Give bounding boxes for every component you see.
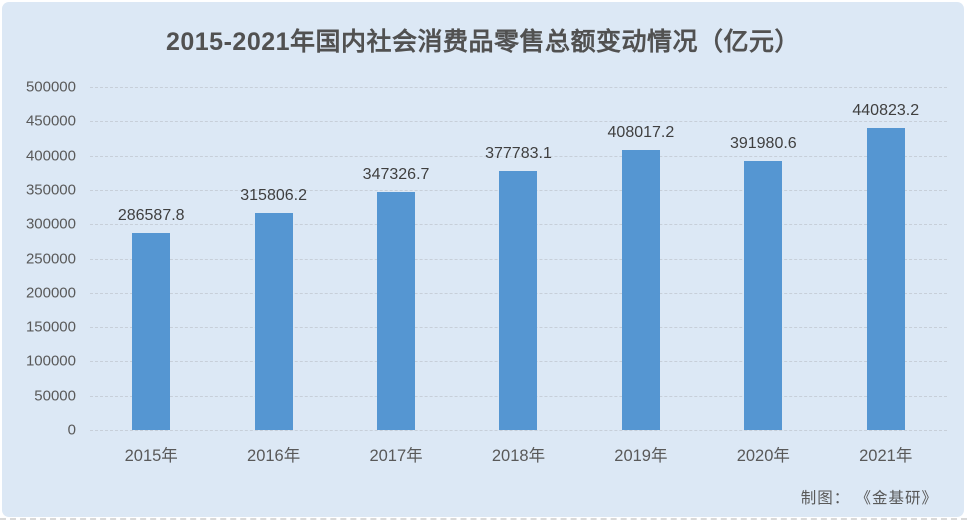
x-axis-category-label: 2017年	[369, 447, 423, 465]
bars-container: 286587.8 2015年 315806.2 2016年 347326.7 2017年 3…	[90, 87, 947, 465]
x-axis-category-label: 2019年	[614, 447, 668, 465]
bar-column: 347326.7 2017年	[335, 87, 457, 465]
y-axis: 0 50000 100000 150000 200000 250000 300000 3500…	[8, 79, 80, 439]
bar	[744, 161, 783, 430]
bar-value-label: 391980.6	[729, 135, 797, 153]
x-axis-category-label: 2018年	[491, 447, 546, 465]
gridline	[90, 121, 947, 123]
bar	[621, 150, 660, 430]
chart-panel: 2015-2021年国内社会消费品零售总额变动情况（亿元） 0 50000 1000…	[2, 2, 964, 517]
y-axis-tick-label: 0	[67, 421, 76, 439]
bar-value-label: 286587.8	[117, 207, 185, 225]
bar-column: 377783.1 2018年	[457, 87, 579, 465]
bar-column: 286587.8 2015年	[90, 87, 212, 465]
bar-column: 440823.2 2021年	[825, 87, 947, 465]
gridline	[90, 87, 947, 88]
bar-value-label: 347326.7	[362, 165, 430, 183]
y-axis-tick-label: 200000	[25, 284, 76, 302]
plot-area: 286587.8 2015年 315806.2 2016年 347326.7 2017年 3…	[90, 87, 947, 465]
x-axis-category-label: 2015年	[124, 447, 178, 465]
y-axis-tick-label: 300000	[25, 215, 76, 233]
gridline	[90, 155, 947, 157]
y-axis-tick-label: 500000	[25, 78, 76, 96]
bar	[132, 233, 171, 430]
chart-title: 2015-2021年国内社会消费品零售总额变动情况（亿元）	[165, 28, 801, 56]
bar	[377, 191, 416, 430]
bar	[254, 213, 293, 430]
bar-column: 391980.6 2020年	[702, 87, 824, 465]
y-axis-tick-label: 50000	[34, 387, 76, 405]
y-axis-tick-label: 150000	[25, 318, 76, 336]
attribution-text: 制图： 《金基研》	[800, 490, 938, 507]
x-axis-category-label: 2021年	[859, 447, 913, 465]
bar-column: 408017.2 2019年	[580, 87, 702, 465]
bar-value-label: 440823.2	[852, 101, 920, 119]
bar-value-label: 408017.2	[607, 124, 675, 142]
bar	[866, 127, 905, 430]
x-axis-category-label: 2016年	[247, 447, 301, 465]
y-axis-tick-label: 100000	[25, 352, 76, 370]
bar-value-label: 377783.1	[485, 144, 552, 162]
y-axis-tick-label: 250000	[25, 250, 76, 267]
bar-column: 315806.2 2016年	[212, 87, 334, 465]
y-axis-tick-label: 350000	[25, 181, 76, 199]
bar	[499, 170, 538, 430]
bar-value-label: 315806.2	[240, 187, 307, 205]
gridline	[90, 430, 947, 431]
x-axis-category-label: 2020年	[736, 447, 790, 465]
y-axis-tick-label: 450000	[25, 112, 76, 130]
bottom-divider	[0, 518, 967, 520]
y-axis-tick-label: 400000	[25, 147, 76, 165]
